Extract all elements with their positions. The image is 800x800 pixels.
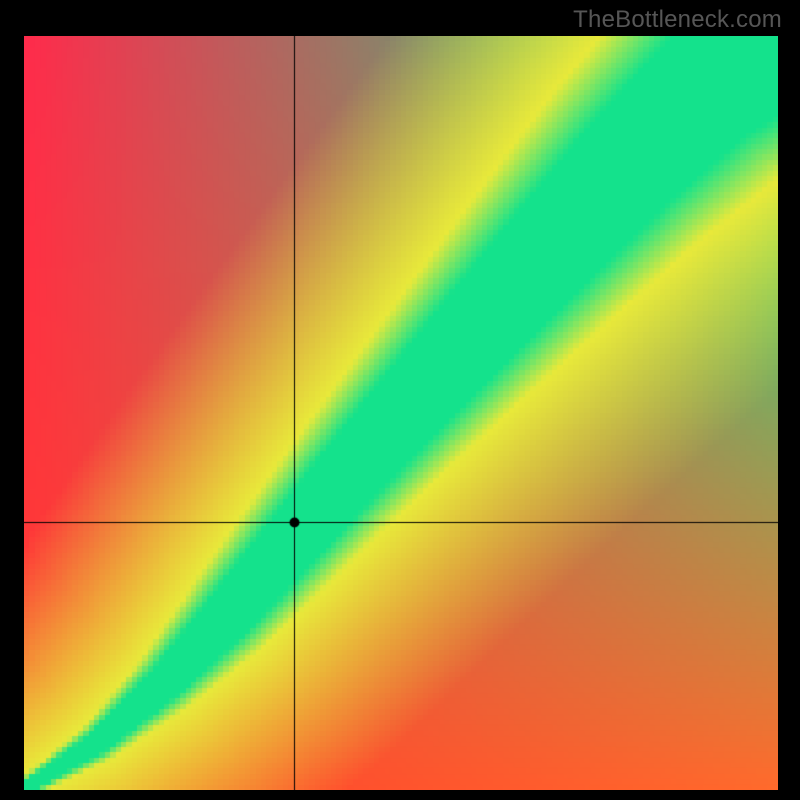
bottleneck-heatmap	[24, 36, 778, 790]
chart-container: TheBottleneck.com	[0, 0, 800, 800]
watermark-text: TheBottleneck.com	[573, 6, 782, 34]
